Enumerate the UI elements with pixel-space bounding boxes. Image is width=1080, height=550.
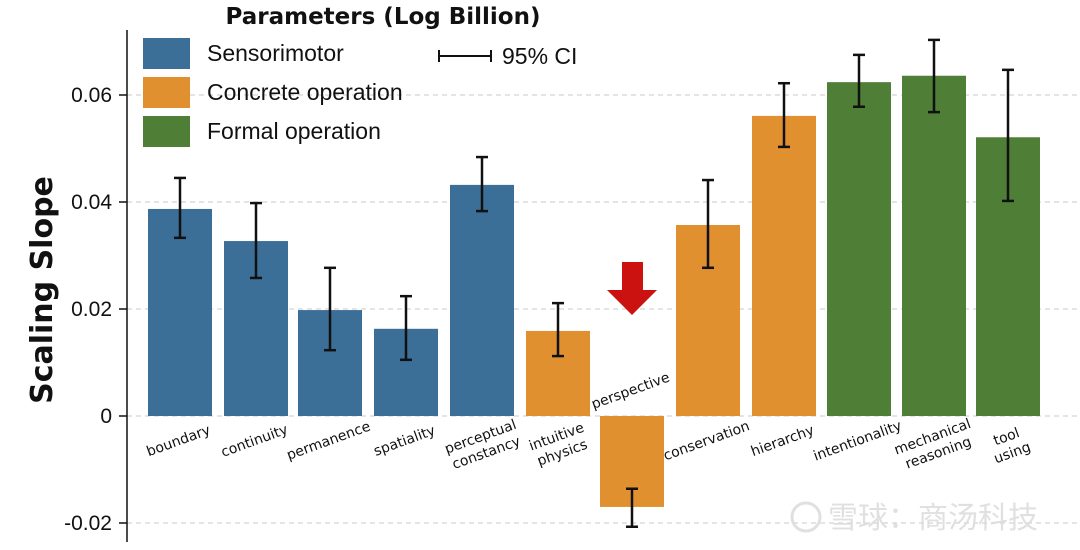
category-label: permanence [285, 419, 373, 464]
y-tick-label: 0.02 [71, 298, 112, 321]
category-label: intuitivephysics [527, 420, 592, 471]
error-bar [250, 201, 262, 280]
category-label-line: intentionality [811, 418, 904, 465]
bar-perceptual-constancy [450, 184, 514, 416]
error-bar [702, 178, 714, 270]
error-bar [174, 176, 186, 240]
bar-mechanical-reasoning [902, 75, 966, 417]
category-label: hierarchy [749, 422, 817, 460]
error-bar [324, 266, 336, 352]
y-tick-label: 0.06 [71, 84, 112, 107]
error-bar [626, 487, 638, 528]
category-label-line: conservation [661, 418, 751, 464]
category-label-line: continuity [219, 422, 290, 461]
bar-hierarchy [752, 115, 816, 417]
category-label: spatiality [372, 423, 438, 460]
error-bar [928, 38, 940, 114]
bar-boundary [148, 208, 212, 416]
legend-swatch [143, 38, 190, 69]
category-label: intentionality [811, 418, 904, 465]
category-label-line: spatiality [372, 423, 438, 460]
category-label-line: perspective [589, 370, 672, 413]
ci-legend-label: 95% CI [502, 43, 577, 69]
legend-label: Formal operation [207, 118, 381, 144]
watermark: 雪球：商汤科技 [790, 501, 1038, 536]
legend-title: Parameters (Log Billion) [225, 4, 540, 30]
legend-swatch [143, 77, 190, 108]
bar-intentionality [827, 82, 891, 416]
error-bar [853, 53, 865, 109]
watermark-logo-icon [790, 501, 822, 533]
watermark-text: 雪球：商汤科技 [828, 501, 1038, 536]
error-bar [778, 81, 790, 149]
red-arrow-annotation [607, 262, 657, 315]
category-label: boundary [145, 422, 213, 460]
error-bar [400, 294, 412, 362]
category-label: toolusing [986, 423, 1033, 467]
legend-label: Concrete operation [207, 79, 403, 105]
y-tick-label: 0.04 [71, 191, 112, 214]
category-label: conservation [661, 418, 751, 464]
legend: Parameters (Log Billion) Sensorimotor Con… [143, 4, 577, 147]
category-label: perspective [589, 370, 672, 413]
ci-legend-icon [438, 50, 492, 62]
category-label-line: permanence [285, 419, 373, 464]
legend-swatch [143, 116, 190, 147]
y-axis-label: Scaling Slope [25, 176, 60, 404]
error-bar [552, 301, 564, 358]
category-label: continuity [219, 422, 290, 461]
error-bar [476, 155, 488, 213]
category-label-line: boundary [145, 422, 213, 460]
y-tick-label: 0 [100, 405, 112, 428]
legend-label: Sensorimotor [207, 40, 344, 66]
category-label: perceptualconstancy [443, 417, 525, 474]
category-label: mechanicalreasoning [892, 416, 979, 474]
error-bar [1002, 68, 1014, 203]
category-label-line: hierarchy [749, 422, 817, 460]
y-tick-label: -0.02 [64, 512, 112, 535]
